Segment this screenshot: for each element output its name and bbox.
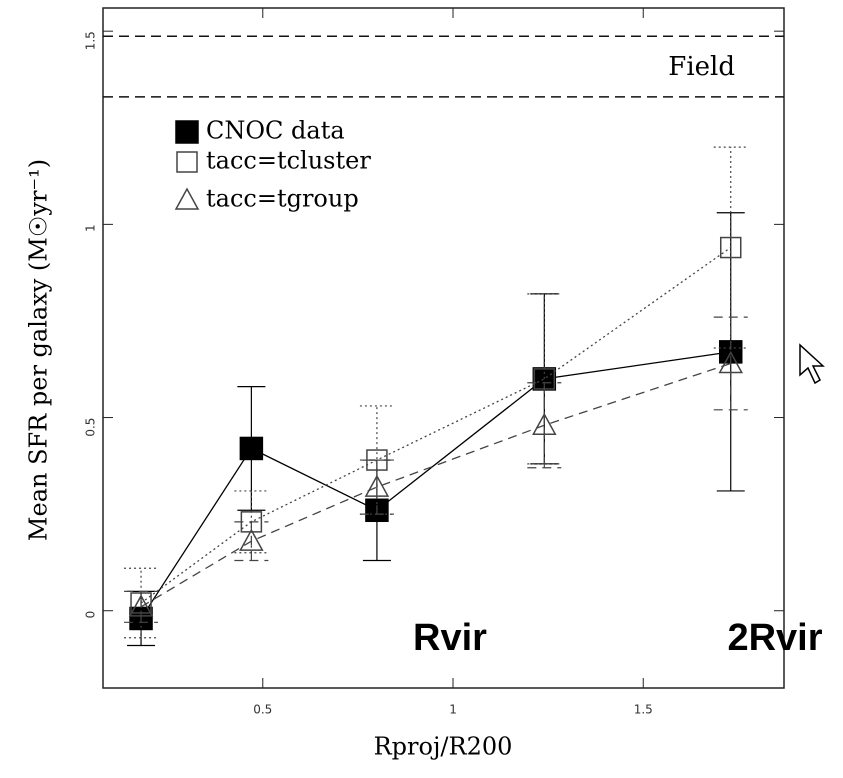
marker [718, 350, 744, 374]
x-tick-label: 0.5 [253, 703, 272, 717]
marker [532, 412, 557, 436]
marker [130, 592, 152, 614]
cursor [799, 343, 825, 385]
series-line [140, 351, 731, 619]
marker [239, 528, 264, 551]
x-tick-label: 1 [449, 703, 457, 717]
marker [239, 436, 264, 461]
marker [128, 594, 154, 617]
legend-marker [175, 120, 199, 144]
series-line [140, 247, 732, 604]
legend-marker [176, 151, 198, 173]
y-tick-label: 0 [84, 611, 98, 619]
rvir-label: Rvir [413, 617, 487, 659]
legend-label: CNOC data [206, 117, 345, 145]
2rvir-label: 2Rvir [727, 617, 822, 659]
plot-frame [102, 7, 785, 689]
marker [719, 236, 742, 259]
marker [364, 474, 390, 497]
series-line [140, 362, 731, 608]
field-label: Field [668, 52, 735, 82]
y-axis-label: Mean SFR per galaxy (M☉yr⁻¹) [25, 159, 53, 541]
y-tick-label: 1.5 [84, 31, 98, 50]
x-axis-label: Rproj/R200 [374, 733, 513, 761]
y-tick-label: 1 [84, 224, 98, 232]
y-tick-label: 0.5 [84, 418, 98, 437]
legend-label: tacc=tgroup [206, 185, 359, 213]
legend-marker [174, 187, 200, 210]
x-tick-label: 1.5 [634, 703, 653, 717]
legend-label: tacc=tcluster [206, 147, 371, 175]
